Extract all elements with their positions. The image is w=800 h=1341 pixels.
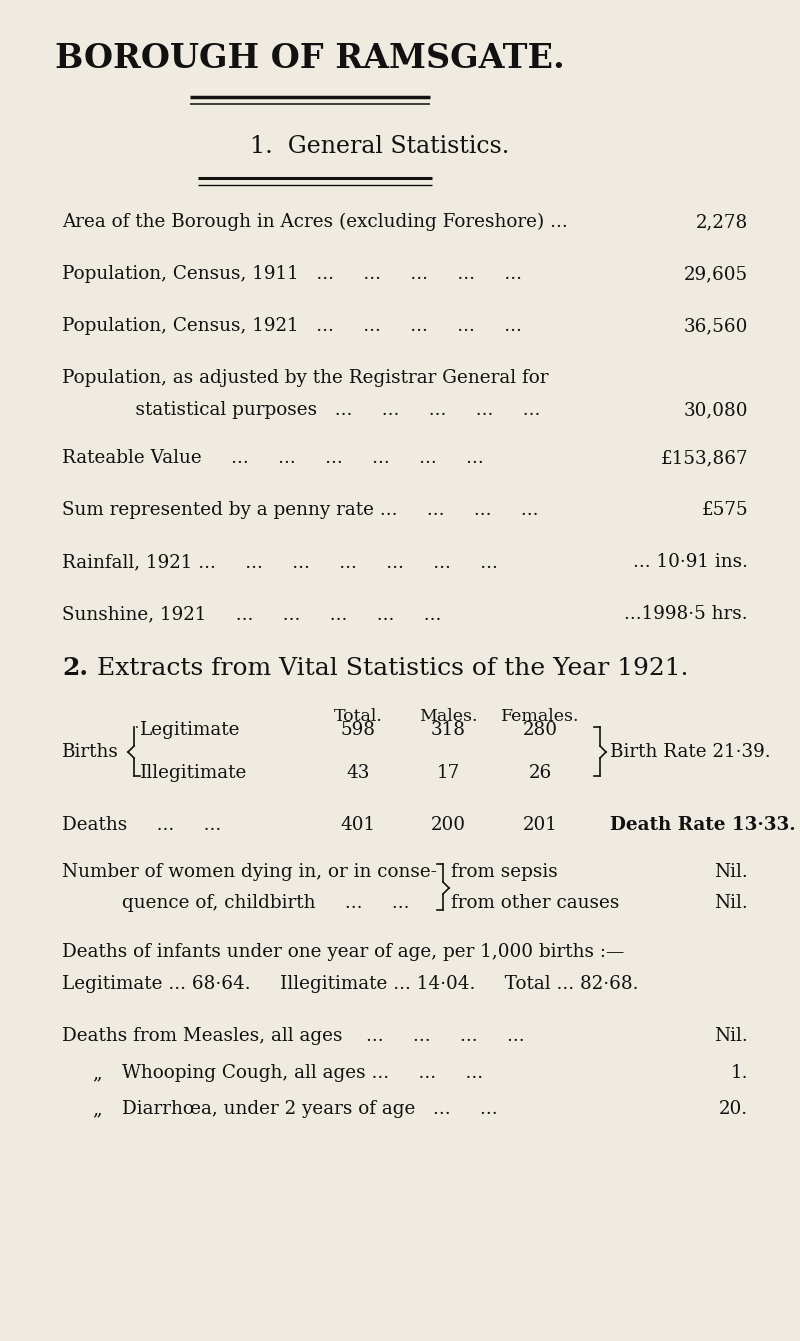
Text: Births: Births bbox=[62, 743, 119, 760]
Text: from sepsis: from sepsis bbox=[451, 864, 558, 881]
Text: 2,278: 2,278 bbox=[696, 213, 748, 231]
Text: from other causes: from other causes bbox=[451, 894, 619, 912]
Text: 401: 401 bbox=[341, 817, 375, 834]
Text: Extracts from Vital Statistics of the Year 1921.: Extracts from Vital Statistics of the Ye… bbox=[97, 657, 689, 680]
Text: Number of women dying in, or in conse-: Number of women dying in, or in conse- bbox=[62, 864, 437, 881]
Text: Birth Rate 21·39.: Birth Rate 21·39. bbox=[610, 743, 770, 760]
Text: Deaths     ...     ...: Deaths ... ... bbox=[62, 817, 222, 834]
Text: £575: £575 bbox=[702, 502, 748, 519]
Text: 43: 43 bbox=[346, 764, 370, 782]
Text: Population, Census, 1921   ...     ...     ...     ...     ...: Population, Census, 1921 ... ... ... ...… bbox=[62, 316, 522, 335]
Text: 200: 200 bbox=[430, 817, 466, 834]
Text: 598: 598 bbox=[341, 721, 375, 739]
Text: 280: 280 bbox=[522, 721, 558, 739]
Text: 29,605: 29,605 bbox=[684, 266, 748, 283]
Text: ...1998·5 hrs.: ...1998·5 hrs. bbox=[624, 605, 748, 624]
Text: Legitimate: Legitimate bbox=[140, 721, 241, 739]
Text: BOROUGH OF RAMSGATE.: BOROUGH OF RAMSGATE. bbox=[55, 42, 565, 75]
Text: Deaths of infants under one year of age, per 1,000 births :—: Deaths of infants under one year of age,… bbox=[62, 943, 624, 961]
Text: 17: 17 bbox=[436, 764, 460, 782]
Text: Diarrhœa, under 2 years of age   ...     ...: Diarrhœa, under 2 years of age ... ... bbox=[122, 1100, 498, 1118]
Text: „: „ bbox=[92, 1100, 102, 1118]
Text: Rainfall, 1921 ...     ...     ...     ...     ...     ...     ...: Rainfall, 1921 ... ... ... ... ... ... .… bbox=[62, 552, 498, 571]
Text: Death Rate 13·33.: Death Rate 13·33. bbox=[610, 817, 796, 834]
Text: 318: 318 bbox=[430, 721, 466, 739]
Text: Males.: Males. bbox=[418, 708, 478, 724]
Text: 2.: 2. bbox=[62, 656, 88, 680]
Text: £153,867: £153,867 bbox=[660, 449, 748, 467]
Text: Population, Census, 1911   ...     ...     ...     ...     ...: Population, Census, 1911 ... ... ... ...… bbox=[62, 266, 522, 283]
Text: 36,560: 36,560 bbox=[684, 316, 748, 335]
Text: 20.: 20. bbox=[719, 1100, 748, 1118]
Text: Nil.: Nil. bbox=[714, 894, 748, 912]
Text: ... 10·91 ins.: ... 10·91 ins. bbox=[633, 552, 748, 571]
Text: Nil.: Nil. bbox=[714, 864, 748, 881]
Text: quence of, childbirth     ...     ...: quence of, childbirth ... ... bbox=[122, 894, 410, 912]
Text: „: „ bbox=[92, 1063, 102, 1082]
Text: Total.: Total. bbox=[334, 708, 382, 724]
Text: Whooping Cough, all ages ...     ...     ...: Whooping Cough, all ages ... ... ... bbox=[122, 1063, 483, 1082]
Text: 1.: 1. bbox=[730, 1063, 748, 1082]
Text: 1.  General Statistics.: 1. General Statistics. bbox=[250, 134, 510, 157]
Text: 201: 201 bbox=[522, 817, 558, 834]
Text: Area of the Borough in Acres (excluding Foreshore) ...: Area of the Borough in Acres (excluding … bbox=[62, 213, 568, 231]
Text: Population, as adjusted by the Registrar General for: Population, as adjusted by the Registrar… bbox=[62, 369, 549, 388]
Text: Nil.: Nil. bbox=[714, 1027, 748, 1045]
Text: Sunshine, 1921     ...     ...     ...     ...     ...: Sunshine, 1921 ... ... ... ... ... bbox=[62, 605, 442, 624]
Text: Illegitimate: Illegitimate bbox=[140, 764, 247, 782]
Text: Deaths from Measles, all ages    ...     ...     ...     ...: Deaths from Measles, all ages ... ... ..… bbox=[62, 1027, 525, 1045]
Text: 26: 26 bbox=[528, 764, 552, 782]
Text: Rateable Value     ...     ...     ...     ...     ...     ...: Rateable Value ... ... ... ... ... ... bbox=[62, 449, 484, 467]
Text: 30,080: 30,080 bbox=[683, 401, 748, 418]
Text: Females.: Females. bbox=[501, 708, 579, 724]
Text: Legitimate ... 68·64.     Illegitimate ... 14·04.     Total ... 82·68.: Legitimate ... 68·64. Illegitimate ... 1… bbox=[62, 975, 638, 992]
Text: Sum represented by a penny rate ...     ...     ...     ...: Sum represented by a penny rate ... ... … bbox=[62, 502, 538, 519]
Text: statistical purposes   ...     ...     ...     ...     ...: statistical purposes ... ... ... ... ... bbox=[112, 401, 540, 418]
